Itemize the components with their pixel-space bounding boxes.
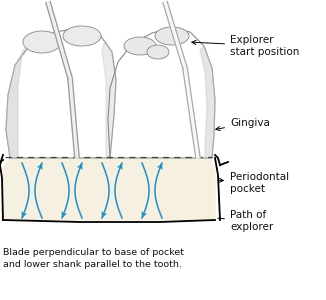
Ellipse shape [147, 45, 169, 59]
Text: and lower shank parallel to the tooth.: and lower shank parallel to the tooth. [3, 260, 182, 269]
Polygon shape [46, 2, 79, 158]
Polygon shape [2, 157, 215, 220]
Polygon shape [6, 28, 116, 158]
Polygon shape [163, 1, 200, 158]
Ellipse shape [155, 27, 189, 45]
Polygon shape [108, 28, 215, 158]
Polygon shape [102, 40, 116, 158]
Ellipse shape [124, 37, 156, 55]
Ellipse shape [23, 31, 61, 53]
Polygon shape [200, 46, 215, 158]
Ellipse shape [63, 26, 101, 46]
Text: Blade perpendicular to base of pocket: Blade perpendicular to base of pocket [3, 248, 184, 257]
Text: Periodontal
pocket: Periodontal pocket [218, 172, 289, 194]
Text: Explorer
start position: Explorer start position [192, 35, 299, 57]
Polygon shape [6, 48, 25, 158]
Text: Path of
explorer: Path of explorer [218, 210, 273, 232]
Text: Gingiva: Gingiva [216, 118, 270, 130]
